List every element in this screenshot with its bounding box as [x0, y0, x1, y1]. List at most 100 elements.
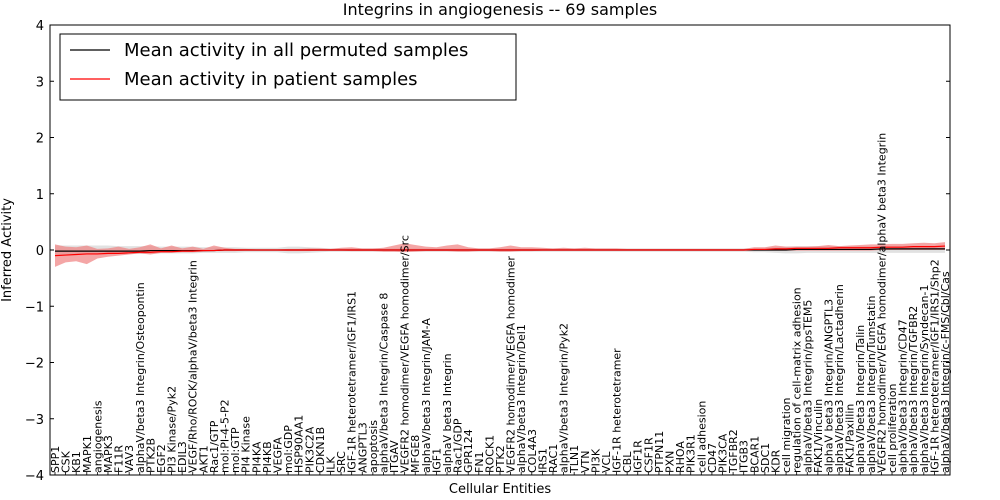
x-tick-label: ITGAV — [388, 440, 401, 473]
x-tick-label: KB1 — [70, 451, 83, 473]
x-tick-label: alphaV beta3 Integrin — [441, 353, 454, 473]
x-tick-label: ROCK1 — [483, 435, 496, 473]
x-tick-label: CD47 — [706, 443, 719, 473]
x-tick-label: VEGFR2 homodimer/VEGFA homodimer — [505, 256, 518, 473]
y-tick-label: −4 — [25, 469, 44, 484]
legend-label: Mean activity in patient samples — [124, 69, 418, 90]
x-tick-label: PI3 Kinase/Pyk2 — [166, 386, 179, 473]
x-tick-label: COL4A3 — [526, 429, 539, 473]
x-axis-label: Cellular Entities — [449, 482, 551, 497]
x-tick-label: mol:PI-4-5-P2 — [219, 399, 232, 473]
x-tick-label: alphaV/beta3 Integrin/Lactadherin — [833, 284, 846, 473]
x-tick-label: VEGFR2 homodimer/VEGFA homodimer/Src — [399, 235, 412, 473]
x-tick-label: CSF1R — [642, 437, 655, 473]
x-tick-label: PIK3R1 — [685, 434, 698, 473]
x-tick-label: IGF1R — [632, 440, 645, 473]
x-tick-label: alphaV/beta3 Integrin/c-FMS/Cbl/Cas — [939, 271, 952, 473]
x-tick-label: ANGPTL3 — [356, 422, 369, 473]
x-tick-label: alphaV/beta3 Integrin/CD47 — [897, 319, 910, 473]
x-tick-label: GPR124 — [462, 429, 475, 473]
x-tick-label: angiogenesis — [91, 400, 104, 473]
legend-box — [59, 33, 517, 101]
x-tick-label: TGFBR2 — [727, 429, 740, 474]
x-tick-label: alphaV/beta3 Integrin/Osteopontin — [134, 282, 147, 473]
x-tick-label: VEGF/Rho/ROCK/alphaV/beta3 Integrin — [187, 260, 200, 473]
legend: Mean activity in all permuted samples Mea… — [59, 33, 517, 101]
x-tick-label: alphaV/beta3 Integrin/Talin — [854, 325, 867, 473]
x-tick-label: IRS1 — [536, 448, 549, 473]
x-tick-label: PXN — [664, 451, 677, 473]
x-tick-label: F11R — [113, 445, 126, 473]
legend-label: Mean activity in all permuted samples — [124, 40, 468, 61]
x-tick-label: IGF-1R heterotetramer/IGF1/IRS1 — [346, 291, 359, 473]
x-tick-label: PI4 Kinase — [240, 416, 253, 473]
x-tick-label: alphaV/beta3 Integrin/Pyk2 — [558, 323, 571, 473]
x-tick-label: PIK3CA — [717, 433, 730, 473]
x-tick-label: Rac1/GDP — [452, 418, 465, 473]
x-tick-label: alphaV/beta3 Integrin/Syndecan-1 — [918, 284, 931, 473]
series-lines — [54, 245, 946, 257]
x-tick-label: VCL — [600, 451, 613, 473]
x-tick-label: cell migration — [780, 397, 793, 473]
x-tick-label: PTPN11 — [653, 431, 666, 473]
x-tick-label: FAK1/Paxillin — [844, 404, 857, 473]
x-tick-label: ITGB3 — [738, 440, 751, 473]
x-tick-label: PIK3C2A — [303, 426, 316, 473]
y-tick-label: −1 — [25, 300, 44, 315]
x-tick-label: alphaV/beta3 Integrin/TGFBR2 — [907, 306, 920, 473]
x-tick-label: IGF-1R heterotetramer — [611, 348, 624, 473]
x-tick-label: PI3K — [589, 448, 602, 473]
x-tick-label: MAPK3 — [102, 435, 115, 473]
x-tick-label: alphaV/beta3 Integrin/JAM-A — [420, 318, 433, 473]
x-tick-label: SRC — [335, 451, 348, 473]
x-tick-label: mol:GTP — [229, 427, 242, 473]
x-tick-label: CSK — [60, 450, 73, 473]
x-tick-label: IGF-1R heterotetramer/IGF1/IRS1/Shp2 — [928, 259, 941, 473]
x-tick-label: RAC1 — [547, 444, 560, 473]
x-tick-label: FAK1/Vinculin — [812, 399, 825, 473]
y-tick-label: 2 — [36, 132, 44, 147]
x-tick-label: PTK2B — [144, 438, 157, 473]
x-tick-label: mol:GDP — [282, 425, 295, 473]
x-tick-label: alphaV/beta3 Integrin/Tumstatin — [865, 296, 878, 473]
x-tick-label: EGF2 — [155, 444, 168, 473]
y-tick-label: 3 — [36, 75, 44, 90]
x-tick-label: alphaV beta3 Integrin/ANGPTL3 — [822, 299, 835, 473]
x-tick-label: PI4KB — [261, 441, 274, 473]
y-tick-label: −3 — [25, 413, 44, 428]
y-axis-label: Inferred Activity — [0, 198, 15, 302]
x-tick-label: cell adhesion — [695, 401, 708, 473]
x-tick-label: TLN1 — [568, 445, 581, 474]
y-axis: −4 −3 −2 −1 0 1 2 3 4 — [25, 19, 950, 484]
x-tick-label: KDR — [769, 449, 782, 473]
x-tick-label: AKT1 — [197, 445, 210, 473]
x-tick-labels: SPP1CSKKB1MAPK1angiogenesisMAPK3F11RVAV3… — [49, 133, 952, 475]
x-tick-label: alphaV/beta3 Integrin/ppsTEM5 — [801, 300, 814, 473]
x-tick-label: EDIL3 — [176, 441, 189, 473]
y-tick-label: −2 — [25, 357, 44, 372]
x-tick-label: VEGFR2 homodimer/VEGFA homodimer/alphaV … — [875, 133, 888, 473]
x-tick-label: MFGE8 — [409, 435, 422, 473]
y-tick-label: 1 — [36, 188, 44, 203]
x-tick-label: ILK — [324, 456, 337, 473]
chart-title: Integrins in angiogenesis -- 69 samples — [343, 0, 658, 19]
x-tick-label: PI4KA — [250, 441, 263, 473]
x-tick-label: FN1 — [473, 451, 486, 473]
x-tick-label: Rac1/GTP — [208, 420, 221, 473]
x-tick-label: apoptosis — [367, 420, 380, 473]
y-tick-label: 0 — [36, 244, 44, 259]
x-tick-label: VAV3 — [123, 445, 136, 473]
y-tick-label: 4 — [36, 19, 44, 34]
x-tick-label: PTK2 — [494, 445, 507, 473]
x-tick-label: HSP90AA1 — [293, 415, 306, 473]
x-tick-label: RHOA — [674, 441, 687, 473]
x-tick-label: MAPK1 — [81, 435, 94, 473]
x-tick-label: BCAR1 — [748, 436, 761, 473]
x-tick-label: SDC1 — [759, 443, 772, 473]
x-tick-label: VTN — [579, 451, 592, 473]
x-tick-label: alphaV/beta3 Integrin/Caspase 8 — [377, 293, 390, 473]
x-tick-label: CBL — [621, 451, 634, 473]
x-tick-label: alphaV/beta3 Integrin/Del1 — [515, 324, 528, 473]
x-tick-label: cell proliferation — [886, 383, 899, 473]
